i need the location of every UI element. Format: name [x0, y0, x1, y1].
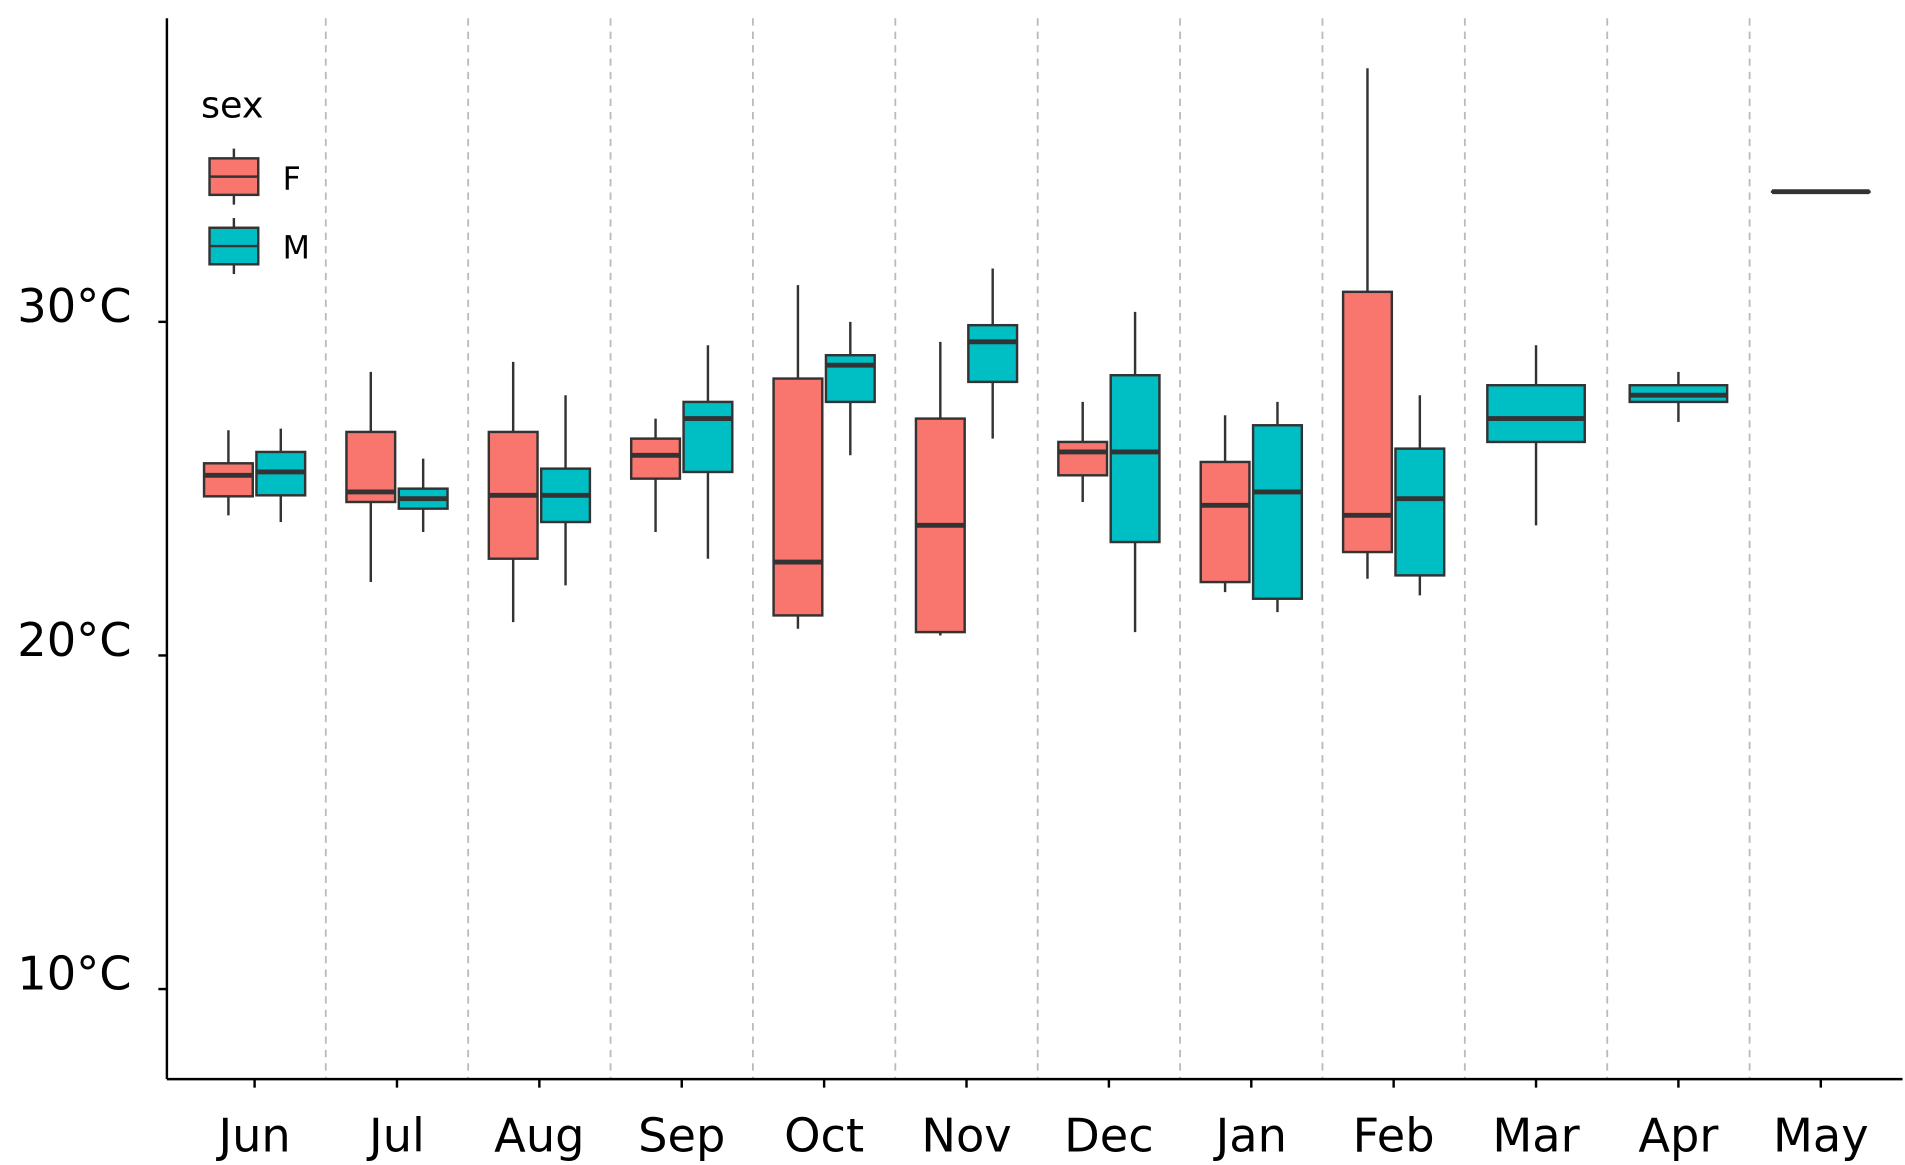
box: [967, 323, 1019, 384]
y-tick-label: 30°C: [17, 279, 131, 333]
x-tick-label: Jan: [1213, 1108, 1287, 1162]
box: [682, 400, 734, 474]
x-tick-label: Jun: [215, 1108, 290, 1162]
legend-label: M: [283, 231, 310, 267]
legend-label: F: [283, 161, 301, 197]
x-tick-label: Oct: [784, 1108, 864, 1162]
x-tick-label: Feb: [1353, 1108, 1435, 1162]
x-tick-label: Mar: [1492, 1108, 1580, 1162]
legend-title: sex: [201, 84, 263, 127]
x-tick-label: Nov: [921, 1108, 1011, 1162]
box: [202, 462, 254, 498]
box: [1394, 447, 1446, 577]
y-tick-label: 20°C: [17, 613, 131, 667]
x-tick-label: Sep: [638, 1108, 725, 1162]
y-tick-label: 10°C: [17, 946, 131, 1000]
x-tick-label: May: [1773, 1108, 1869, 1162]
x-tick-label: Dec: [1064, 1108, 1154, 1162]
box: [1109, 374, 1161, 544]
box: [1341, 290, 1394, 554]
box: [772, 377, 824, 617]
x-tick-label: Aug: [494, 1108, 584, 1162]
box: [1057, 440, 1109, 477]
box: [1199, 460, 1251, 584]
x-tick-label: Apr: [1638, 1108, 1719, 1162]
box: [629, 437, 682, 480]
x-tick-label: Jul: [366, 1108, 425, 1162]
box: [824, 353, 876, 404]
box: [1486, 384, 1586, 444]
box: [1251, 424, 1304, 600]
